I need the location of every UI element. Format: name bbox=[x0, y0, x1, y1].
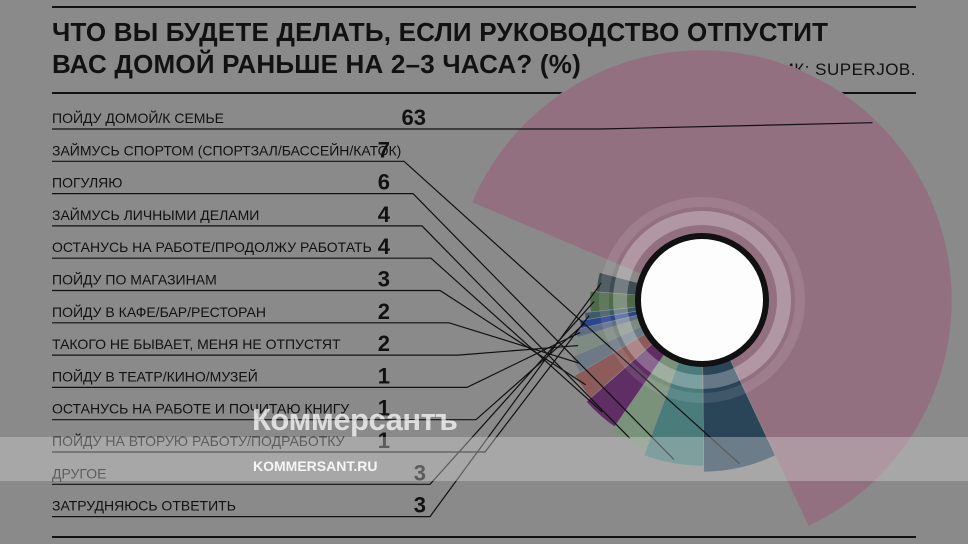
ring-band-outer bbox=[599, 197, 805, 403]
value-label: 3 bbox=[414, 460, 426, 485]
leader-line-11 bbox=[52, 315, 590, 453]
value-label: 63 bbox=[402, 105, 426, 130]
title-line-2: ВАС ДОМОЙ РАНЬШЕ НА 2–3 ЧАСА? (%) bbox=[52, 49, 581, 79]
leader-line-3 bbox=[52, 193, 675, 460]
value-label: 1 bbox=[378, 363, 390, 388]
chart-title: ЧТО ВЫ БУДЕТЕ ДЕЛАТЬ, ЕСЛИ РУКОВОДСТВО О… bbox=[52, 16, 912, 80]
value-label: 4 bbox=[378, 234, 391, 259]
value-label: 1 bbox=[378, 396, 390, 421]
category-label: ПОЙДУ В КАФЕ/БАР/РЕСТОРАН bbox=[52, 303, 266, 320]
category-label: ПОЙДУ ПО МАГАЗИНАМ bbox=[52, 271, 217, 288]
leader-lines bbox=[52, 122, 873, 518]
watermark-url: KOMMERSANT.RU bbox=[253, 458, 378, 474]
leader-line-8 bbox=[52, 344, 579, 356]
category-label: ЗАЙМУСЬ СПОРТОМ (СПОРТЗАЛ/БАССЕЙН/КАТОК) bbox=[52, 141, 401, 158]
value-label: 2 bbox=[378, 331, 390, 356]
value-label: 4 bbox=[378, 202, 391, 227]
leader-line-9 bbox=[52, 331, 581, 388]
watermark-band bbox=[0, 437, 968, 481]
labels: ПОЙДУ ДОМОЙ/К СЕМЬЕ ЗАЙМУСЬ СПОРТОМ (СПОР… bbox=[52, 109, 401, 514]
category-label: ТАКОГО НЕ БЫВАЕТ, МЕНЯ НЕ ОТПУСТЯТ bbox=[52, 336, 341, 352]
leader-line-7 bbox=[52, 322, 580, 364]
value-label: 3 bbox=[414, 493, 426, 518]
ring-band bbox=[613, 211, 791, 389]
leader-line-13 bbox=[52, 282, 602, 518]
value-label: 1 bbox=[378, 428, 390, 453]
value-label: 6 bbox=[378, 170, 390, 195]
category-label: ПОГУЛЯЮ bbox=[52, 175, 122, 191]
leader-line-12 bbox=[52, 301, 595, 485]
leader-line-1 bbox=[52, 122, 873, 130]
category-label: ЗАТРУДНЯЮСЬ ОТВЕТИТЬ bbox=[52, 498, 236, 514]
leader-line-4 bbox=[52, 225, 631, 439]
leader-line-2 bbox=[52, 160, 740, 465]
donut-hole bbox=[635, 233, 769, 367]
value-label: 3 bbox=[378, 267, 390, 292]
value-label: 2 bbox=[378, 299, 390, 324]
bottom-border bbox=[52, 536, 916, 538]
header-divider bbox=[52, 92, 916, 94]
value-label: 7 bbox=[378, 137, 390, 162]
category-label: ПОЙДУ В ТЕАТР/КИНО/МУЗЕЙ bbox=[52, 367, 258, 384]
top-border bbox=[52, 6, 916, 8]
category-label: ПОЙДУ ДОМОЙ/К СЕМЬЕ bbox=[52, 109, 224, 126]
watermark-logo: Коммерсантъ bbox=[252, 402, 458, 437]
title-line-1: ЧТО ВЫ БУДЕТЕ ДЕЛАТЬ, ЕСЛИ РУКОВОДСТВО О… bbox=[52, 17, 829, 47]
category-label: ДРУГОЕ bbox=[52, 465, 106, 481]
category-label: ОСТАНУСЬ НА РАБОТЕ И ПОЧИТАЮ КНИГУ bbox=[52, 401, 349, 417]
category-label: ОСТАНУСЬ НА РАБОТЕ/ПРОДОЛЖУ РАБОТАТЬ bbox=[52, 239, 372, 255]
leader-line-5 bbox=[52, 257, 603, 413]
category-label: ЗАЙМУСЬ ЛИЧНЫМИ ДЕЛАМИ bbox=[52, 206, 259, 223]
category-label: ПОЙДУ НА ВТОРУЮ РАБОТУ/ПОДРАБОТКУ bbox=[52, 432, 345, 449]
